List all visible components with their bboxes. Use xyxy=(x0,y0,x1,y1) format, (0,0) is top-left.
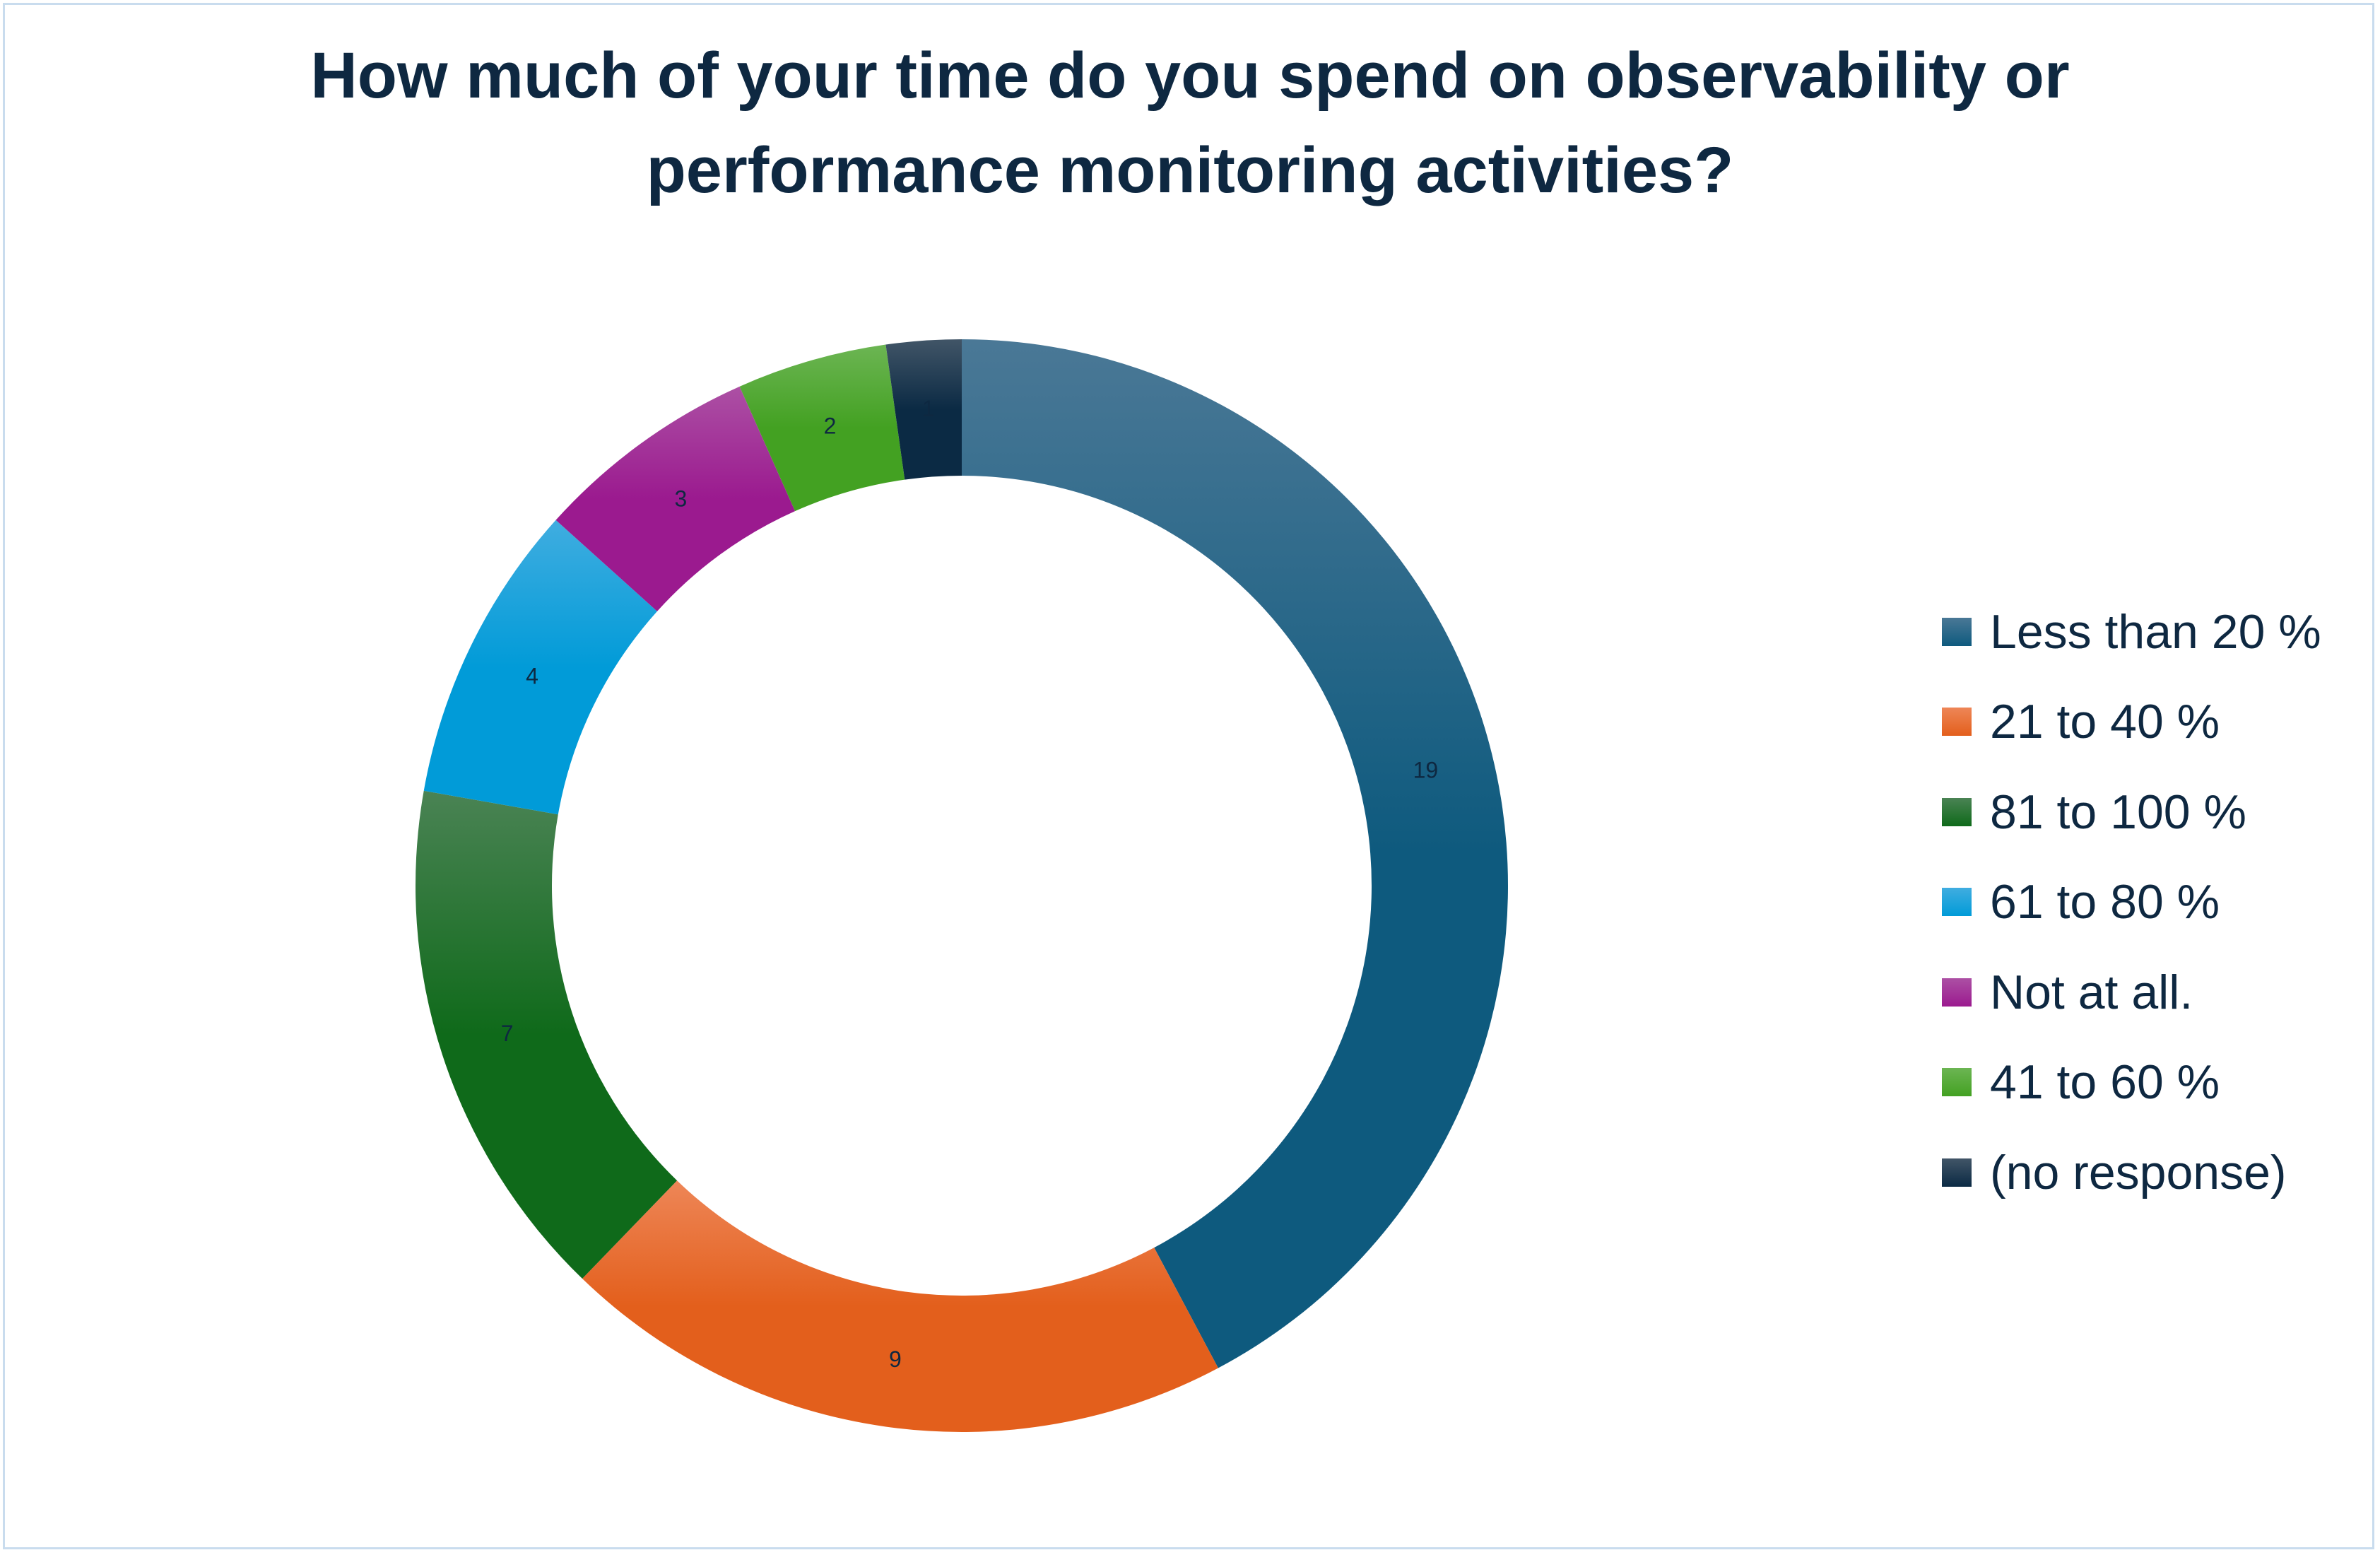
legend-item: 61 to 80 % xyxy=(1942,857,2220,947)
data-label: 9 xyxy=(889,1346,902,1372)
legend-swatch xyxy=(1942,978,1972,1007)
donut-slice[interactable] xyxy=(739,344,905,512)
legend-label: Not at all. xyxy=(1990,965,2193,1019)
legend-swatch xyxy=(1942,708,1972,736)
data-label: 1 xyxy=(922,396,935,421)
legend-label: Less than 20 % xyxy=(1990,604,2321,659)
legend-item: 41 to 60 % xyxy=(1942,1038,2220,1127)
donut-slice[interactable] xyxy=(962,339,1508,1368)
chart-border xyxy=(3,3,2374,1549)
legend-swatch xyxy=(1942,617,1972,646)
data-label: 7 xyxy=(501,1021,514,1046)
data-label: 3 xyxy=(674,486,687,512)
legend-swatch xyxy=(1942,888,1972,916)
donut-slice[interactable] xyxy=(885,339,962,480)
legend-label: 21 to 40 % xyxy=(1990,695,2220,749)
legend-label: 81 to 100 % xyxy=(1990,785,2246,839)
donut-slice[interactable] xyxy=(555,386,796,611)
legend-item: Less than 20 % xyxy=(1942,587,2321,676)
legend-item: Not at all. xyxy=(1942,947,2193,1037)
donut-slice[interactable] xyxy=(582,1180,1218,1432)
legend-item: 21 to 40 % xyxy=(1942,677,2220,767)
chart-title: How much of your time do you spend on ob… xyxy=(0,28,2380,218)
chart-title-line-2: performance monitoring activities? xyxy=(646,134,1734,206)
donut-slice[interactable] xyxy=(423,520,657,815)
chart-title-line-1: How much of your time do you spend on ob… xyxy=(310,40,2070,112)
data-label: 19 xyxy=(1413,757,1439,782)
data-label: 4 xyxy=(526,663,538,688)
data-label: 2 xyxy=(824,413,837,439)
legend-item: (no response) xyxy=(1942,1127,2287,1217)
donut-slice[interactable] xyxy=(416,790,678,1279)
legend-label: 61 to 80 % xyxy=(1990,875,2220,929)
legend-item: 81 to 100 % xyxy=(1942,767,2246,857)
legend-swatch xyxy=(1942,797,1972,826)
legend-label: (no response) xyxy=(1990,1145,2287,1199)
legend-label: 41 to 60 % xyxy=(1990,1055,2220,1109)
legend-swatch xyxy=(1942,1158,1972,1187)
legend-swatch xyxy=(1942,1068,1972,1096)
